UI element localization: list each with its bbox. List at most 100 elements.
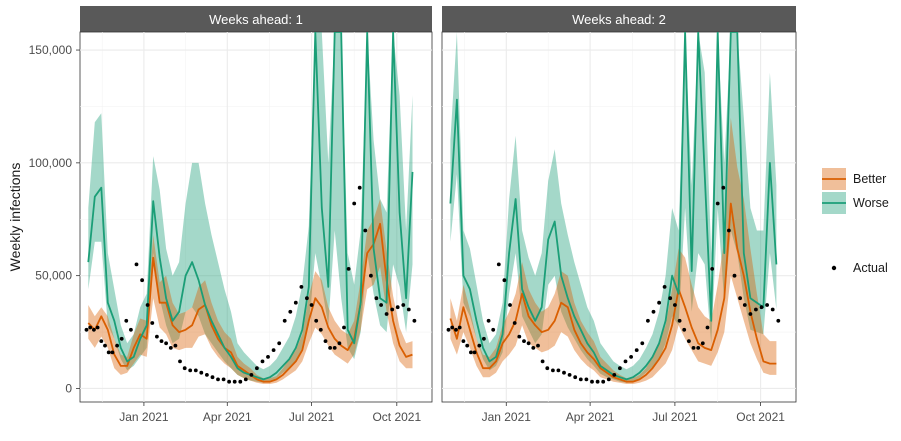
actual-point [567,373,572,377]
actual-point [700,341,705,346]
actual-point [502,278,507,283]
actual-point [573,375,578,380]
actual-point [249,373,254,377]
actual-point [640,341,645,346]
actual-point [129,327,133,332]
actual-point [651,309,656,314]
actual-point [477,343,482,348]
facet-weeks-ahead-1: Weeks ahead: 1 [79,6,433,403]
actual-point [255,366,259,371]
actual-point [363,228,368,233]
actual-point [119,336,124,341]
actual-point [612,373,617,377]
actual-point [457,325,462,330]
actual-point [232,379,237,384]
x-tick-label: Jan 2021 [119,410,169,424]
forecast-bands [88,32,413,384]
actual-point [496,262,501,267]
actual-point [578,377,583,382]
actual-point [584,377,589,382]
actual-point [401,303,406,307]
actual-point [309,303,314,307]
actual-point [454,327,458,332]
better-line [449,202,777,383]
actual-point [710,267,715,271]
actual-point [732,273,737,278]
actual-point [629,355,633,359]
actual-point [536,343,540,348]
actual-point [677,318,682,323]
x-tick-label: Jul 2021 [289,410,335,424]
actual-point [150,321,155,325]
actual-point [618,366,622,371]
x-tick-label: Apr 2021 [203,410,252,424]
actual-point [412,318,417,323]
actual-point [606,377,611,382]
actual-point [662,285,667,289]
y-axis-title: Weekly infections [7,163,23,272]
actual-point [332,346,337,350]
actual-point [687,339,691,343]
actual-point [221,377,226,382]
actual-point [748,312,753,316]
actual-point [159,339,164,343]
actual-point [193,368,198,373]
actual-point [682,327,687,332]
facet-strip [442,6,796,32]
actual-point [337,341,342,346]
actual-point [106,350,111,355]
x-tick-label: Oct 2021 [736,410,785,424]
actual-point [508,303,512,307]
actual-point [406,307,411,312]
actual-point [531,346,536,350]
y-axis: 0 50,000 100,000 150,000 [29,43,80,395]
facet-weeks-ahead-2: Weeks ahead: 2 [441,6,797,403]
actual-point [395,305,400,310]
actual-point [390,307,395,312]
actual-point [205,373,209,377]
actual-point [168,346,173,350]
actual-point [145,303,150,307]
actual-point [227,379,232,384]
y-tick-label: 50,000 [35,269,72,283]
x-axes: Jan 2021 Apr 2021 Jul 2021 Oct 2021 Jan 2021… [119,402,785,424]
actual-point [465,343,470,348]
panel-grid [442,32,796,402]
actual-point [738,296,742,301]
actual-point [517,334,522,339]
actual-point [282,318,287,323]
actual-point [776,318,781,323]
actual-point [318,327,323,332]
legend-label-better: Better [853,172,886,186]
actual-point [668,296,673,301]
facet-strip-label: Weeks ahead: 2 [572,12,666,27]
actual-point [110,350,115,355]
actual-point [691,346,696,350]
actual-point [461,339,466,343]
actual-point [88,325,93,330]
actual-point [140,278,145,283]
actual-point [271,348,276,352]
actual-point [182,366,187,371]
actual-point [601,379,606,384]
actual-point [243,377,248,382]
actual-point [357,185,362,190]
actual-point [646,318,650,323]
actual-point [590,379,594,384]
actual-point [134,262,139,267]
actual-point [84,327,89,332]
facet-strip [80,6,432,32]
actual-point [754,307,758,312]
actual-point [727,228,731,233]
actual-point [95,325,100,330]
actual-point [705,325,710,330]
actual-point [178,359,182,364]
actual-point [770,307,775,312]
actual-point [446,327,451,332]
actual-point [512,321,517,325]
actual-point [199,370,204,375]
worse-band [450,32,777,383]
x-tick-label: Jan 2021 [482,410,532,424]
actual-point [288,309,293,314]
